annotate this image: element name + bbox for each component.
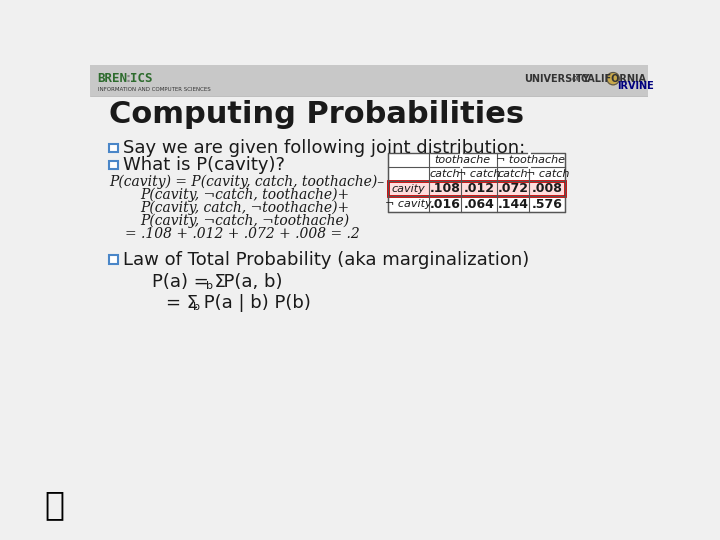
- Text: catch: catch: [498, 169, 528, 179]
- Text: UNIVERSITY: UNIVERSITY: [524, 73, 590, 84]
- Text: .008: .008: [532, 183, 563, 195]
- Text: IRVINE: IRVINE: [617, 82, 654, 91]
- Text: .072: .072: [498, 183, 528, 195]
- Bar: [388, 181, 565, 197]
- Text: Say we are given following joint distribution:: Say we are given following joint distrib…: [122, 139, 525, 157]
- Text: What is P(cavity)?: What is P(cavity)?: [122, 156, 284, 174]
- Text: :: :: [126, 72, 130, 85]
- Bar: [109, 144, 118, 152]
- Text: P(a) = Σ: P(a) = Σ: [152, 273, 226, 291]
- Text: ICS: ICS: [130, 72, 152, 85]
- Text: .064: .064: [464, 198, 495, 211]
- Text: CALIFORNIA: CALIFORNIA: [580, 73, 647, 84]
- Text: ¬ catch: ¬ catch: [457, 169, 500, 179]
- Text: Computing Probabilities: Computing Probabilities: [109, 100, 524, 130]
- Text: = Σ: = Σ: [166, 294, 198, 313]
- Text: P(a | b) P(b): P(a | b) P(b): [199, 294, 311, 313]
- Text: b: b: [193, 302, 200, 312]
- Bar: [90, 65, 648, 96]
- Text: P(a, b): P(a, b): [212, 273, 282, 291]
- Text: catch: catch: [430, 169, 460, 179]
- Text: ¬ toothache: ¬ toothache: [495, 156, 564, 165]
- Bar: [109, 161, 118, 169]
- Text: .016: .016: [430, 198, 460, 211]
- Text: .576: .576: [532, 198, 563, 211]
- Text: P(cavity) = P(cavity, catch, toothache)–: P(cavity) = P(cavity, catch, toothache)–: [109, 174, 384, 189]
- Text: P(cavity, ¬catch, ¬toothache): P(cavity, ¬catch, ¬toothache): [140, 214, 349, 228]
- Text: .144: .144: [498, 198, 528, 211]
- Text: BREN: BREN: [98, 72, 127, 85]
- Bar: [388, 153, 565, 212]
- Text: ¬ cavity: ¬ cavity: [385, 199, 432, 209]
- Text: of: of: [572, 74, 580, 83]
- Text: toothache: toothache: [434, 156, 490, 165]
- Text: P(cavity, ¬catch, toothache)+: P(cavity, ¬catch, toothache)+: [140, 188, 349, 202]
- Bar: [109, 255, 118, 264]
- Text: P(cavity, catch, ¬toothache)+: P(cavity, catch, ¬toothache)+: [140, 201, 349, 215]
- Text: ¬ catch: ¬ catch: [526, 169, 569, 179]
- Text: .012: .012: [464, 183, 495, 195]
- Text: .108: .108: [430, 183, 460, 195]
- Text: = .108 + .012 + .072 + .008 = .2: = .108 + .012 + .072 + .008 = .2: [125, 227, 359, 241]
- Circle shape: [607, 72, 619, 85]
- Text: 🐜: 🐜: [44, 488, 64, 522]
- Text: INFORMATION AND COMPUTER SCIENCES: INFORMATION AND COMPUTER SCIENCES: [98, 87, 210, 92]
- Text: cavity: cavity: [392, 184, 426, 194]
- Text: b: b: [206, 281, 213, 291]
- Text: Law of Total Probability (aka marginalization): Law of Total Probability (aka marginaliz…: [122, 251, 528, 268]
